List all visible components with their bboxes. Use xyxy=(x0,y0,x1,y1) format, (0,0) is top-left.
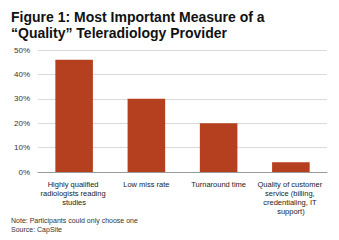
svg-text:Turnaround time: Turnaround time xyxy=(191,180,246,189)
svg-text:50%: 50% xyxy=(14,46,30,55)
svg-text:Note: Participants could only: Note: Participants could only choose one xyxy=(11,217,138,225)
svg-text:Source: CapSite: Source: CapSite xyxy=(11,226,62,234)
svg-text:“Quality” Teleradiology Provid: “Quality” Teleradiology Provider xyxy=(11,25,228,41)
svg-text:40%: 40% xyxy=(14,70,30,79)
svg-text:30%: 30% xyxy=(14,94,30,103)
svg-text:20%: 20% xyxy=(14,119,30,128)
svg-text:radiologists reading: radiologists reading xyxy=(41,189,108,198)
svg-text:studies: studies xyxy=(62,198,86,207)
svg-text:0%: 0% xyxy=(18,168,30,177)
svg-text:Quality of customer: Quality of customer xyxy=(258,180,325,189)
svg-text:Highly qualified: Highly qualified xyxy=(48,180,101,189)
svg-text:service (billing,: service (billing, xyxy=(265,189,317,198)
svg-text:10%: 10% xyxy=(14,143,30,152)
svg-text:support): support) xyxy=(277,207,305,216)
svg-text:Low miss rate: Low miss rate xyxy=(123,180,169,189)
svg-text:credentialing, IT: credentialing, IT xyxy=(263,198,318,207)
svg-text:Figure 1: Most Important Measu: Figure 1: Most Important Measure of a xyxy=(11,9,268,25)
